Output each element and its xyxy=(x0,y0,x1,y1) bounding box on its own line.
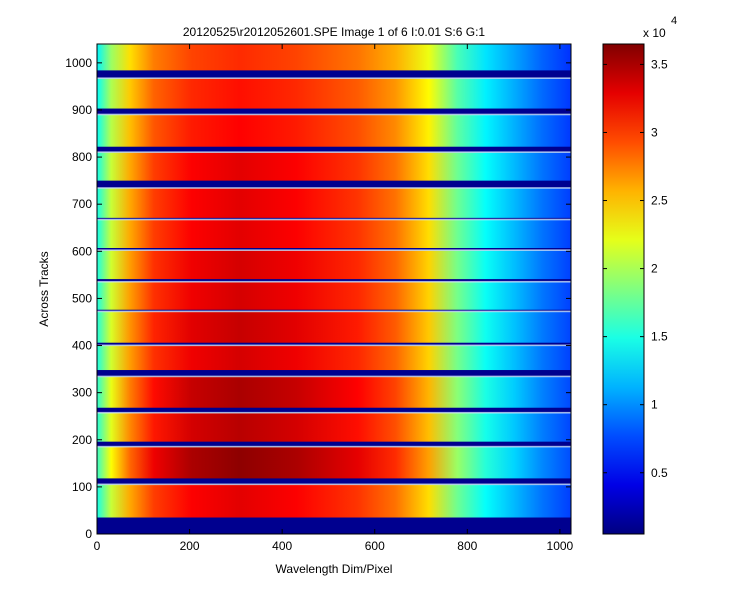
y-axis: 0 100 200 300 400 500 600 700 800 900 1000 xyxy=(65,56,571,541)
track-edge xyxy=(97,310,571,313)
track-edge xyxy=(97,344,571,347)
y-tick-label: 800 xyxy=(72,150,92,164)
y-tick-label: 700 xyxy=(72,197,92,211)
x-tick-label: 400 xyxy=(272,539,292,553)
track-band xyxy=(97,188,571,218)
track-edge xyxy=(97,375,571,378)
plot-frame xyxy=(96,43,572,535)
y-tick-label: 100 xyxy=(72,480,92,494)
track-band xyxy=(97,412,571,442)
colorbar-tick-label: 0.5 xyxy=(651,466,668,480)
colorbar-tick-label: 2 xyxy=(651,262,658,276)
track-band xyxy=(97,311,571,343)
y-tick-label: 300 xyxy=(72,386,92,400)
y-tick-label: 500 xyxy=(72,291,92,305)
track-edge xyxy=(97,249,571,251)
heatmap-layer xyxy=(97,44,571,518)
track-band xyxy=(97,446,571,479)
y-tick-label: 400 xyxy=(72,339,92,353)
y-axis-label: Across Tracks xyxy=(37,251,51,326)
colorbar-axis: 0.5 1 1.5 2 2.5 3 3.5 xyxy=(603,57,668,480)
track-band xyxy=(97,376,571,408)
y-tick-label: 200 xyxy=(72,433,92,447)
colorbar xyxy=(602,43,645,535)
track-edge xyxy=(97,483,571,486)
track-band xyxy=(97,78,571,109)
colorbar-exponent: 4 xyxy=(671,15,677,27)
track-band xyxy=(97,152,571,181)
colorbar-tick-label: 3 xyxy=(651,125,658,139)
x-tick-label: 0 xyxy=(94,539,101,553)
x-axis: 0 200 400 600 800 1000 xyxy=(94,44,574,553)
x-tick-label: 1000 xyxy=(547,539,574,553)
track-edge xyxy=(97,280,571,283)
y-tick-label: 600 xyxy=(72,244,92,258)
chart-title: 20120525\r2012052601.SPE Image 1 of 6 I:… xyxy=(183,25,486,39)
colorbar-tick-label: 1 xyxy=(651,398,658,412)
track-edge xyxy=(97,113,571,116)
x-tick-label: 200 xyxy=(180,539,200,553)
y-tick-label: 1000 xyxy=(65,56,92,70)
track-edge xyxy=(97,151,571,153)
track-band xyxy=(97,484,571,518)
track-band xyxy=(97,114,571,147)
track-band xyxy=(97,281,571,310)
x-tick-label: 800 xyxy=(457,539,477,553)
track-edge xyxy=(97,445,571,448)
track-edge xyxy=(97,411,571,414)
colorbar-exponent-label: x 10 xyxy=(643,26,666,40)
track-band xyxy=(97,219,571,249)
track-edge xyxy=(97,218,571,221)
colorbar-tick-label: 1.5 xyxy=(651,330,668,344)
track-edge xyxy=(97,187,571,189)
y-tick-label: 900 xyxy=(72,103,92,117)
track-edge xyxy=(97,77,571,79)
x-axis-label: Wavelength Dim/Pixel xyxy=(276,562,393,576)
y-tick-label: 0 xyxy=(85,527,92,541)
track-band xyxy=(97,44,571,71)
colorbar-tick-label: 2.5 xyxy=(651,194,668,208)
colorbar-tick-label: 3.5 xyxy=(651,57,668,71)
track-band xyxy=(97,250,571,280)
track-band xyxy=(97,345,571,371)
x-tick-label: 600 xyxy=(365,539,385,553)
